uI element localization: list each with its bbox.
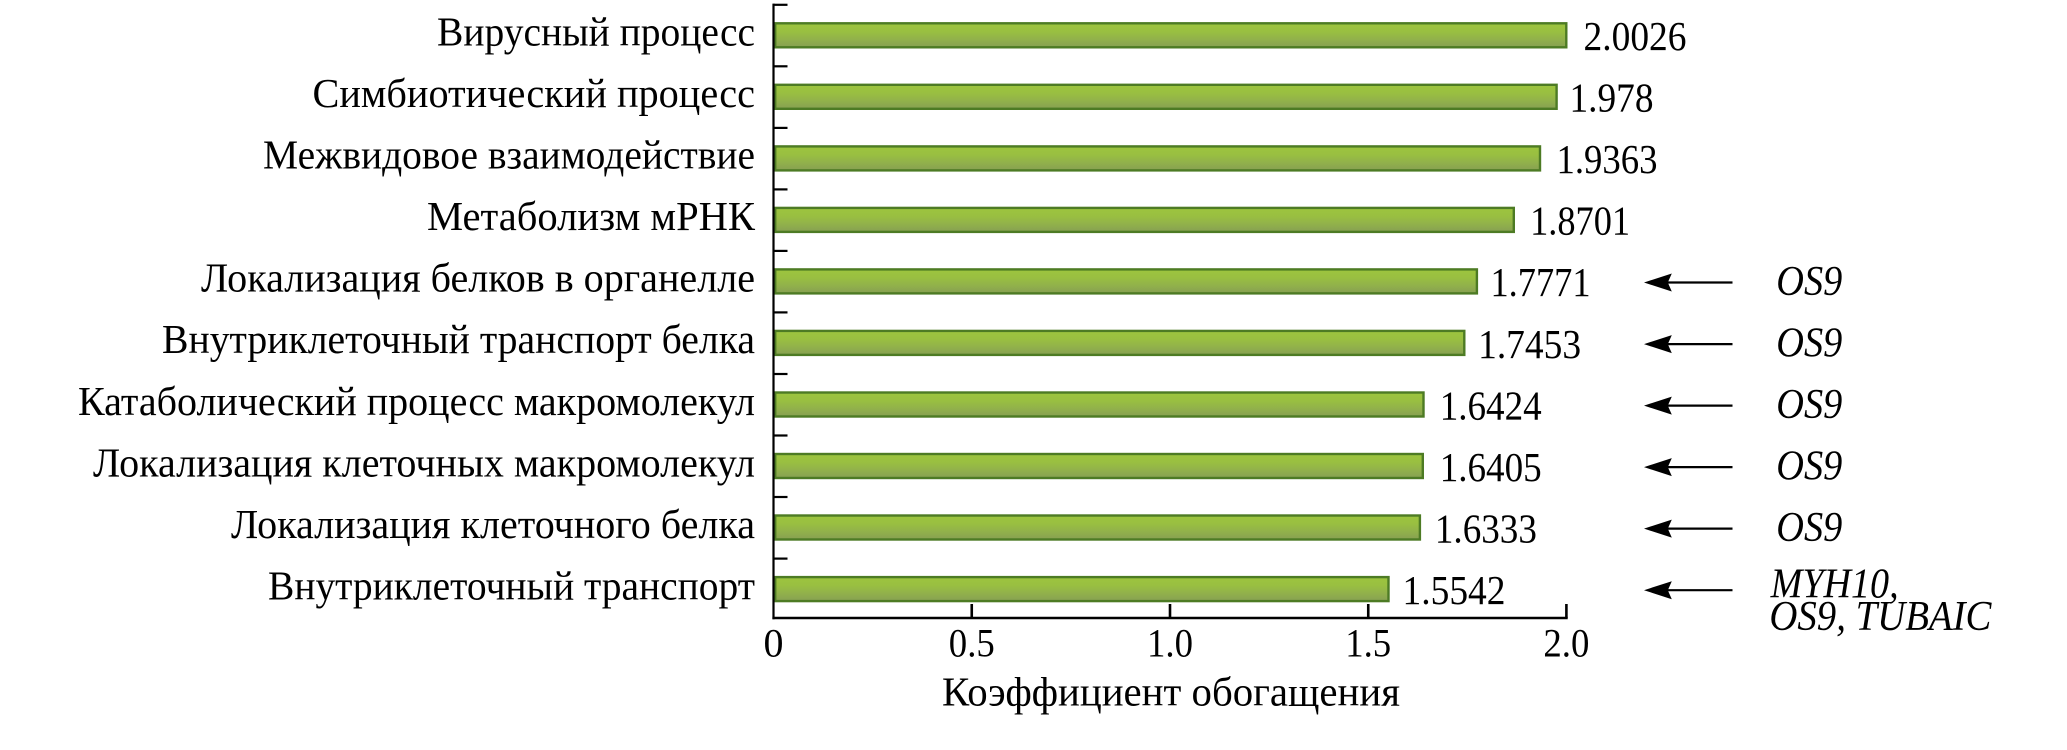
svg-text:Локализация белков в органелле: Локализация белков в органелле — [201, 255, 755, 301]
svg-text:1.7453: 1.7453 — [1478, 321, 1581, 367]
svg-text:1.978: 1.978 — [1570, 75, 1654, 121]
svg-text:OS9: OS9 — [1776, 382, 1842, 428]
svg-text:0: 0 — [764, 621, 784, 666]
svg-text:OS9, TUBAIC: OS9, TUBAIC — [1769, 594, 1992, 640]
svg-text:1.6424: 1.6424 — [1440, 382, 1542, 428]
svg-text:1.0: 1.0 — [1147, 621, 1193, 666]
svg-text:1.6405: 1.6405 — [1440, 444, 1542, 490]
svg-text:1.6333: 1.6333 — [1435, 505, 1537, 551]
svg-text:2.0: 2.0 — [1543, 621, 1589, 666]
svg-text:Внутриклеточный транспорт белк: Внутриклеточный транспорт белка — [162, 316, 755, 362]
svg-text:0.5: 0.5 — [949, 621, 995, 666]
svg-text:1.5542: 1.5542 — [1403, 567, 1506, 613]
svg-text:Межвидовое взаимодействие: Межвидовое взаимодействие — [263, 132, 755, 178]
svg-text:Метаболизм мРНК: Метаболизм мРНК — [427, 193, 756, 239]
svg-text:Локализация клеточного белка: Локализация клеточного белка — [231, 501, 755, 547]
svg-text:1.8701: 1.8701 — [1530, 198, 1630, 244]
svg-text:Внутриклеточный транспорт: Внутриклеточный транспорт — [268, 562, 755, 608]
svg-text:OS9: OS9 — [1776, 444, 1842, 490]
svg-text:OS9: OS9 — [1776, 259, 1842, 305]
svg-text:Симбиотический процесс: Симбиотический процесс — [313, 70, 756, 116]
svg-text:1.9363: 1.9363 — [1557, 136, 1658, 182]
svg-text:2.0026: 2.0026 — [1584, 13, 1687, 59]
svg-text:OS9: OS9 — [1776, 505, 1842, 551]
svg-text:Коэффициент обогащения: Коэффициент обогащения — [942, 669, 1400, 715]
svg-text:MYH10,: MYH10, — [1770, 562, 1899, 608]
svg-text:Локализация клеточных макромол: Локализация клеточных макромолекул — [93, 439, 755, 485]
svg-text:OS9: OS9 — [1776, 321, 1842, 367]
svg-text:1.7771: 1.7771 — [1491, 259, 1591, 305]
svg-text:1.5: 1.5 — [1345, 621, 1391, 666]
svg-text:Вирусный процесс: Вирусный процесс — [437, 9, 755, 55]
svg-text:Катаболический процесс макромо: Катаболический процесс макромолекул — [78, 378, 755, 424]
